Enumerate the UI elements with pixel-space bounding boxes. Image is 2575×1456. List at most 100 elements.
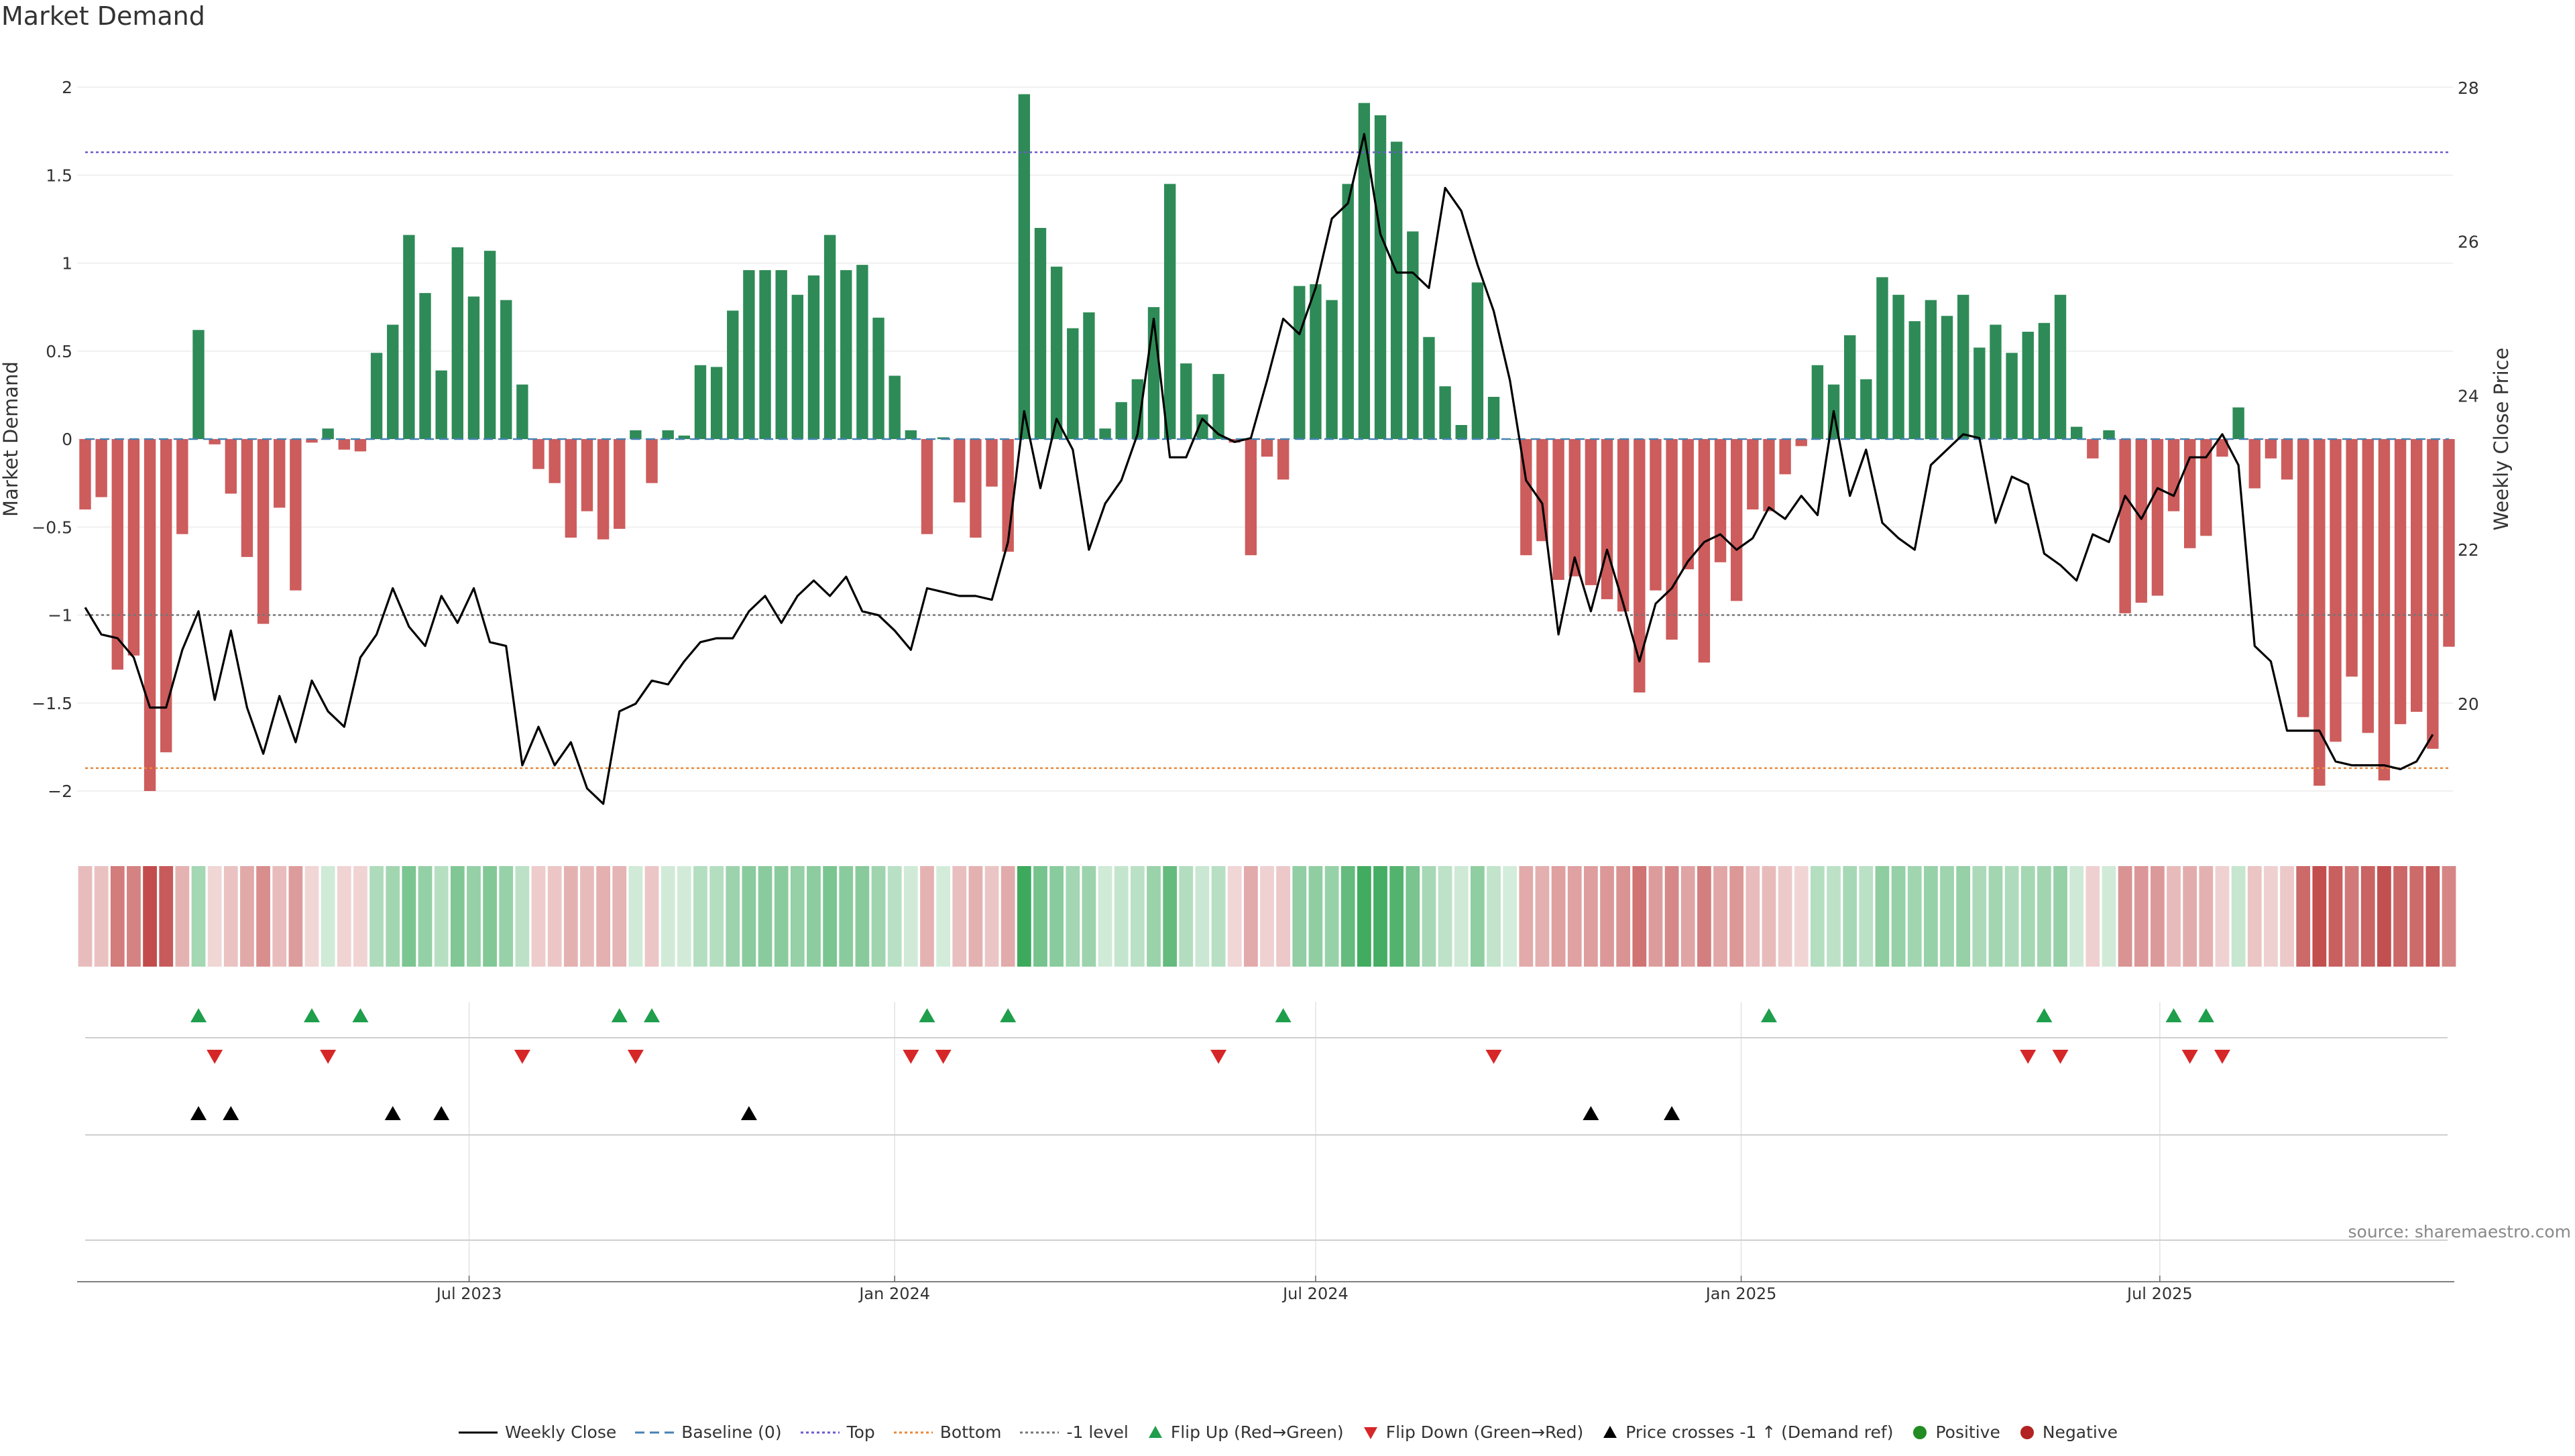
source-label: source: sharemaestro.com: [2348, 1222, 2572, 1241]
demand-bar: [1941, 316, 1953, 439]
legend-item: Bottom: [893, 1422, 1001, 1442]
demand-bar: [937, 437, 950, 439]
price-cross-marker: [740, 1106, 757, 1120]
flip-up-marker: [190, 1008, 207, 1022]
heat-cell: [1373, 866, 1387, 967]
demand-bar: [2151, 439, 2164, 596]
demand-bar: [1568, 439, 1581, 577]
heat-cell: [920, 866, 934, 967]
heat-cell: [2247, 866, 2262, 967]
demand-bar: [2248, 439, 2261, 489]
demand-bar: [694, 365, 707, 439]
heat-cell: [1972, 866, 1987, 967]
heat-cell: [871, 866, 886, 967]
heat-cell: [1195, 866, 1210, 967]
demand-bar: [1601, 439, 1613, 599]
y-tick-label: −2: [48, 782, 72, 801]
demand-bar: [1957, 294, 1969, 439]
demand-bar: [2411, 439, 2423, 712]
heat-cell: [2296, 866, 2311, 967]
demand-bar: [1860, 379, 1872, 439]
demand-bar: [370, 353, 383, 439]
heat-cell: [952, 866, 967, 967]
heat-cell: [1778, 866, 1792, 967]
heat-cell: [709, 866, 724, 967]
heat-cell: [1082, 866, 1096, 967]
demand-bar: [1261, 439, 1273, 457]
demand-bar: [354, 439, 367, 452]
price-cross-marker: [384, 1106, 401, 1120]
heat-cell: [191, 866, 206, 967]
heat-cell: [1664, 866, 1679, 967]
flip-up-marker: [2165, 1008, 2182, 1022]
y-tick-label: 0: [62, 430, 72, 449]
demand-bar: [905, 430, 917, 439]
demand-bar: [1455, 425, 1467, 439]
legend-item: Negative: [2018, 1422, 2118, 1442]
heat-cell: [1827, 866, 1841, 967]
legend-item: Baseline (0): [634, 1422, 782, 1442]
heat-cell: [1616, 866, 1631, 967]
heat-cell: [499, 866, 514, 967]
heat-cell: [1729, 866, 1744, 967]
heat-cell: [1632, 866, 1647, 967]
heat-cell: [726, 866, 740, 967]
legend-swatch: [1913, 1425, 1927, 1439]
demand-bar: [743, 270, 755, 439]
heat-cell: [1049, 866, 1064, 967]
heat-cell: [2085, 866, 2100, 967]
demand-bar: [2103, 430, 2115, 439]
legend-item: Weekly Close: [457, 1422, 616, 1442]
heat-cell: [887, 866, 902, 967]
legend-item: Price crosses -1 ↑ (Demand ref): [1601, 1422, 1893, 1442]
demand-bar: [1682, 439, 1694, 570]
heat-cell: [369, 866, 384, 967]
event-panels: [77, 1008, 2454, 1282]
flip-down-marker: [935, 1050, 952, 1064]
heat-cell: [1114, 866, 1129, 967]
demand-bar: [209, 439, 221, 444]
legend-swatch: [1020, 1431, 1060, 1433]
flip-up-marker: [2036, 1008, 2053, 1022]
legend-swatch: [635, 1431, 675, 1433]
heat-cell: [1227, 866, 1242, 967]
flip-down-marker: [2052, 1050, 2069, 1064]
flip-up-marker: [611, 1008, 628, 1022]
flip-down-marker: [627, 1050, 644, 1064]
demand-bar: [257, 439, 270, 624]
flip-up-marker: [1760, 1008, 1777, 1022]
heat-cell: [1487, 866, 1501, 967]
heat-cell: [2183, 866, 2197, 967]
demand-bar: [176, 439, 188, 534]
demand-bar: [1552, 439, 1564, 580]
heat-cell: [1697, 866, 1711, 967]
demand-bars: [79, 94, 2455, 791]
demand-bar: [727, 310, 739, 439]
demand-bar: [1342, 184, 1354, 439]
heat-cell: [450, 866, 465, 967]
demand-bar: [2313, 439, 2326, 786]
heat-cell: [1988, 866, 2003, 967]
demand-bar: [1326, 300, 1338, 439]
demand-bar: [2378, 439, 2391, 781]
legend-label: Positive: [1935, 1422, 2000, 1442]
y2-tick-label: 28: [2458, 78, 2479, 98]
x-tick-label: Jul 2025: [2126, 1284, 2193, 1303]
heat-cell: [1940, 866, 1954, 967]
heat-cell: [1438, 866, 1452, 967]
demand-bar: [2281, 439, 2293, 480]
flip-down-marker: [1210, 1050, 1227, 1064]
demand-bar: [1763, 439, 1775, 511]
heat-cell: [1324, 866, 1339, 967]
heat-cell: [2393, 866, 2407, 967]
heat-cell: [288, 866, 303, 967]
demand-bar: [986, 439, 998, 487]
demand-bar: [1634, 439, 1646, 692]
flip-down-marker: [207, 1050, 223, 1064]
demand-bar: [1892, 294, 1904, 439]
heat-cell: [1503, 866, 1518, 967]
y-tick-label: −0.5: [32, 518, 72, 537]
demand-bar: [274, 439, 286, 508]
legend-label: Baseline (0): [681, 1422, 782, 1442]
